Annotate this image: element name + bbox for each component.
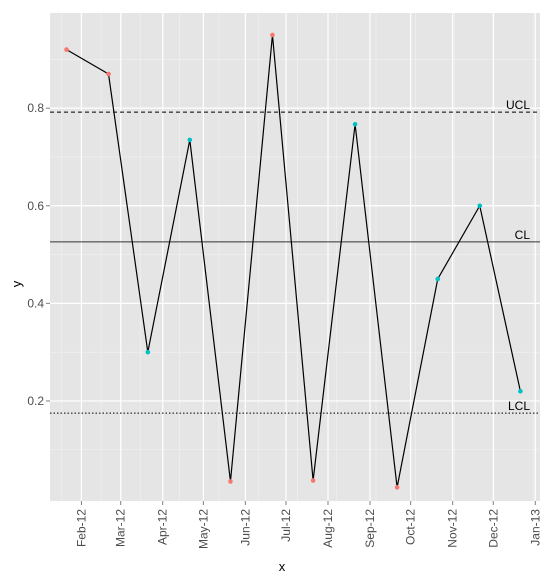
y-tick-label: 0.8 (27, 101, 44, 115)
x-tick-label: Oct-12 (404, 509, 418, 545)
data-point-in-control (518, 388, 523, 394)
data-point-in-control (145, 349, 151, 355)
ref-label-cl: CL (515, 228, 531, 242)
data-point-out-of-control (106, 71, 111, 77)
data-point-out-of-control (394, 485, 400, 490)
x-tick-label: Feb-12 (74, 509, 88, 547)
series-line (66, 34, 521, 488)
x-tick-label: Apr-12 (156, 509, 170, 545)
data-series (64, 32, 523, 490)
plot-panel (50, 13, 540, 501)
gridlines (50, 13, 540, 501)
data-point-out-of-control (228, 479, 233, 484)
data-point-out-of-control (270, 32, 275, 38)
x-tick-label: Jun-12 (238, 509, 252, 546)
data-point-in-control (352, 121, 358, 127)
x-tick-label: Dec-12 (486, 509, 500, 548)
x-tick-label: Jan-13 (528, 509, 542, 546)
data-point-in-control (477, 203, 483, 209)
data-point-out-of-control (64, 47, 69, 52)
x-tick-label: Aug-12 (321, 509, 335, 548)
data-point-in-control (435, 276, 441, 282)
x-tick-label: Jul-12 (279, 509, 293, 542)
axes: 0.2 0.4 0.6 0.8 Feb-12 Mar-12 Apr-12 May-12 Jun-… (27, 101, 542, 549)
y-axis-title: y (9, 280, 24, 287)
ref-label-ucl: UCL (506, 98, 530, 112)
y-tick-label: 0.2 (27, 394, 44, 408)
x-tick-label: Sep-12 (363, 509, 377, 548)
x-tick-label: Mar-12 (114, 509, 128, 547)
y-tick-label: 0.4 (27, 296, 44, 310)
data-point-out-of-control (310, 478, 316, 483)
ref-label-lcl: LCL (508, 399, 530, 413)
x-tick-label: Nov-12 (446, 509, 460, 548)
x-axis-title: x (279, 559, 286, 574)
x-tick-label: May-12 (196, 509, 210, 549)
data-point-in-control (187, 137, 193, 143)
y-tick-label: 0.6 (27, 199, 44, 213)
